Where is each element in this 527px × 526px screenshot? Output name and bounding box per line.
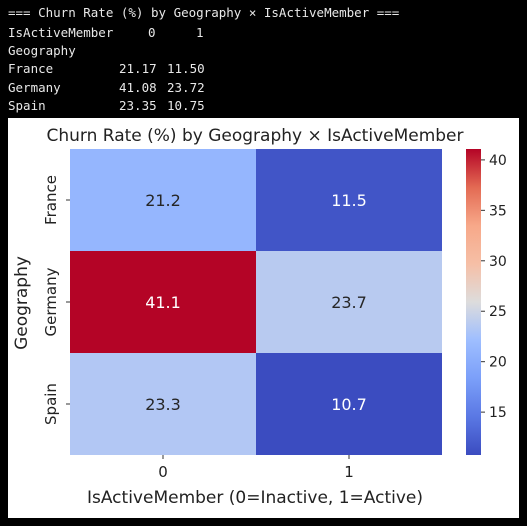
colorbar-tick-label: 20 — [489, 355, 507, 371]
heatmap-cell — [256, 251, 442, 353]
colorbar-ticks: 15 20 25 30 35 40 — [481, 153, 507, 421]
heatmap-cell — [70, 149, 256, 251]
colorbar — [466, 149, 481, 455]
heatmap-cell — [70, 251, 256, 353]
heatmap-cell — [256, 353, 442, 455]
colorbar-tick-label: 15 — [489, 405, 507, 421]
console-column-value: 1 — [196, 25, 204, 40]
cell-value-label: 23.3 — [145, 395, 181, 414]
y-axis-label: Geography — [12, 256, 32, 350]
cell-value-label: 11.5 — [331, 191, 367, 210]
x-axis-label: IsActiveMember (0=Inactive, 1=Active) — [87, 488, 423, 508]
console-row-label: France — [8, 61, 54, 76]
y-tick-label: Germany — [42, 267, 60, 336]
console-row-value: 10.75 — [167, 98, 205, 113]
console-header: === Churn Rate (%) by Geography × IsActi… — [8, 5, 400, 20]
console-row-value: 23.35 — [119, 98, 157, 113]
heatmap-figure: Churn Rate (%) by Geography × IsActiveMe… — [8, 118, 519, 518]
cell-value-label: 10.7 — [331, 395, 367, 414]
console-row-value: 41.08 — [119, 80, 157, 95]
y-tick-labels: France Germany Spain — [42, 175, 70, 425]
colorbar-tick-label: 25 — [489, 304, 507, 320]
console-index-label: Geography — [8, 43, 76, 58]
console-row-value: 21.17 — [119, 61, 157, 76]
console-output: === Churn Rate (%) by Geography × IsActi… — [0, 0, 527, 118]
colorbar-tick-label: 30 — [489, 254, 507, 270]
console-row-label: Germany — [8, 80, 61, 95]
cell-value-label: 23.7 — [331, 293, 367, 312]
y-tick-label: France — [42, 175, 60, 225]
console-row-value: 23.72 — [167, 80, 205, 95]
heatmap-chart: Churn Rate (%) by Geography × IsActiveMe… — [12, 126, 507, 508]
console-columns-label: IsActiveMember — [8, 25, 114, 40]
console-row-label: Spain — [8, 98, 46, 113]
cell-value-label: 21.2 — [145, 191, 181, 210]
console-column-value: 0 — [148, 25, 156, 40]
console-row-value: 11.50 — [167, 61, 205, 76]
x-tick-label: 0 — [158, 463, 168, 481]
heatmap-cells: 21.2 11.5 41.1 23.7 23.3 10.7 — [70, 149, 442, 455]
y-tick-label: Spain — [42, 383, 60, 425]
chart-title: Churn Rate (%) by Geography × IsActiveMe… — [46, 126, 463, 146]
colorbar-tick-label: 40 — [489, 153, 507, 169]
heatmap-cell — [70, 353, 256, 455]
cell-value-label: 41.1 — [145, 293, 181, 312]
colorbar-tick-label: 35 — [489, 203, 507, 219]
heatmap-cell — [256, 149, 442, 251]
x-tick-label: 1 — [344, 463, 354, 481]
